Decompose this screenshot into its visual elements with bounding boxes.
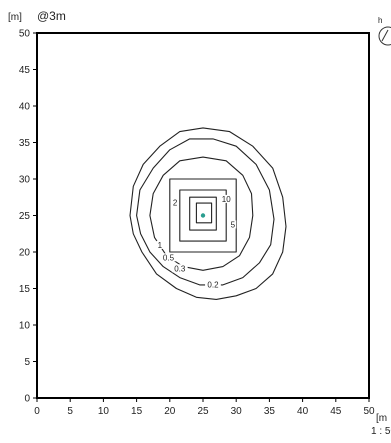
contour-line-0.5 [149, 156, 254, 271]
x-tick-label: 40 [297, 406, 309, 417]
contour-label: 0.3 [174, 264, 186, 273]
scale-figure-icon: h [378, 16, 391, 46]
y-tick-label: 0 [24, 394, 30, 405]
x-tick-label: 35 [264, 406, 276, 417]
y-axis-unit-label: [m] [8, 12, 22, 23]
x-tick-label: 15 [131, 406, 143, 417]
contour-line-0.2 [129, 127, 287, 300]
y-tick-label: 35 [19, 138, 31, 149]
contour-line-0.3 [136, 138, 275, 286]
x-tick-label: 25 [197, 406, 209, 417]
center-marker [200, 213, 206, 218]
x-tick-label: 30 [231, 406, 243, 417]
contour-label-background [229, 220, 237, 229]
contour-label: 0.2 [207, 280, 219, 289]
x-tick-label: 10 [98, 406, 110, 417]
contour-label: 2 [173, 199, 178, 208]
contour-line-1 [169, 178, 237, 253]
x-tick-label: 20 [164, 406, 176, 417]
y-tick-label: 40 [19, 102, 31, 113]
contour-label-background [156, 240, 164, 249]
contour-label: 0.5 [163, 253, 175, 262]
y-tick-label: 50 [19, 29, 31, 40]
contour-label-background [171, 198, 179, 207]
x-tick-label: 0 [34, 406, 40, 417]
scale-label: 1 : 500 [371, 426, 391, 437]
x-tick-label: 45 [330, 406, 342, 417]
plot-frame [36, 32, 370, 399]
contour-line-2 [179, 189, 227, 242]
contour-label: 5 [231, 220, 236, 229]
contour-line-5 [189, 196, 217, 231]
svg-text:h: h [378, 16, 382, 25]
y-tick-label: 20 [19, 248, 31, 259]
contour-label-background [220, 194, 232, 203]
contour-label: 1 [158, 241, 163, 250]
height-label: @3m [37, 9, 66, 23]
y-tick-label: 10 [19, 321, 31, 332]
y-tick-label: 30 [19, 175, 31, 186]
y-tick-label: 5 [24, 357, 30, 368]
contour-label: 10 [222, 195, 231, 204]
contour-label-background [205, 280, 221, 289]
contour-line-10 [195, 202, 213, 224]
contour-lines [129, 127, 287, 300]
y-tick-label: 45 [19, 65, 31, 76]
x-tick-label: 50 [363, 406, 375, 417]
y-tick-label: 25 [19, 211, 31, 222]
x-tick-label: 5 [67, 406, 73, 417]
contour-label-background [160, 253, 177, 262]
x-axis-unit-label: [m [376, 413, 387, 424]
contour-label-background [171, 264, 188, 273]
contour-labels: 0.2 0.3 0.51 2 5 10 [156, 194, 237, 289]
y-tick-label: 15 [19, 284, 31, 295]
